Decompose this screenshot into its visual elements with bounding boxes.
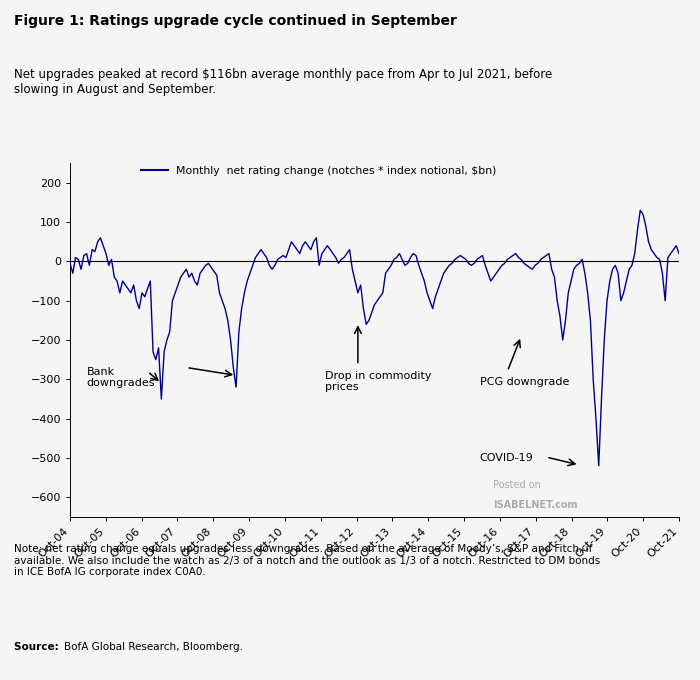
Text: Bank
downgrades: Bank downgrades: [87, 367, 155, 388]
Text: Drop in commodity
prices: Drop in commodity prices: [325, 371, 431, 392]
Text: Posted on: Posted on: [494, 480, 541, 490]
Text: COVID-19: COVID-19: [480, 453, 533, 463]
Text: PCG downgrade: PCG downgrade: [480, 377, 569, 388]
Text: ISABELNET.com: ISABELNET.com: [494, 500, 578, 510]
Text: Figure 1: Ratings upgrade cycle continued in September: Figure 1: Ratings upgrade cycle continue…: [14, 14, 457, 28]
Text: Net upgrades peaked at record $116bn average monthly pace from Apr to Jul 2021, : Net upgrades peaked at record $116bn ave…: [14, 68, 552, 96]
Text: Source:: Source:: [14, 642, 62, 652]
Legend: Monthly  net rating change (notches * index notional, $bn): Monthly net rating change (notches * ind…: [136, 162, 501, 181]
Text: Note: net rating change equals upgrades less downgrades. Based on the average of: Note: net rating change equals upgrades …: [14, 544, 601, 577]
Text: BofA Global Research, Bloomberg.: BofA Global Research, Bloomberg.: [64, 642, 244, 652]
